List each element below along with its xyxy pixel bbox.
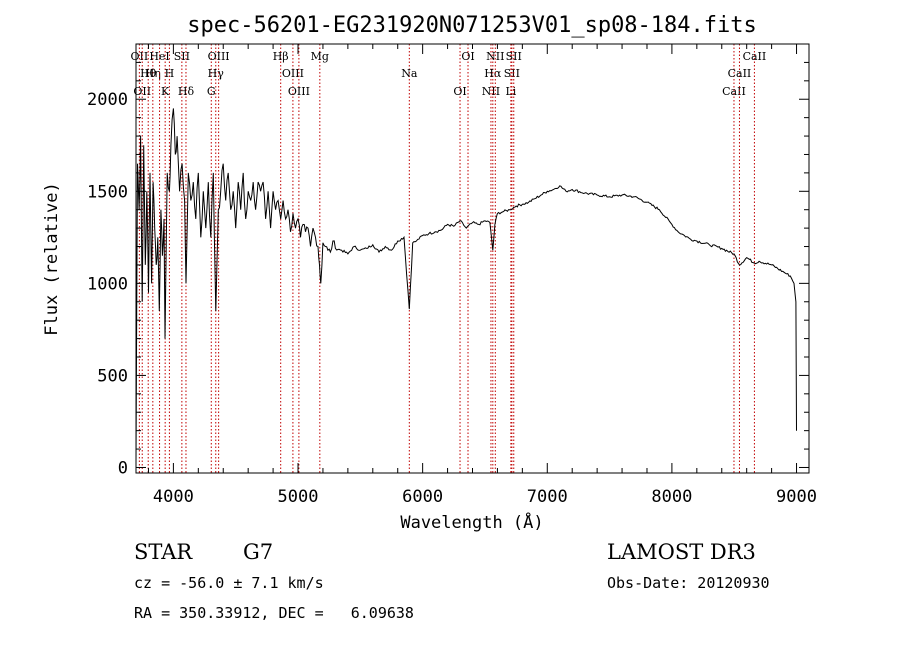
spectral-line-label: Li — [505, 85, 516, 98]
spectral-line-label: OIII — [282, 67, 304, 80]
object-class: STAR — [134, 540, 193, 564]
spectral-line-label: OIII — [288, 85, 310, 98]
x-axis-label: Wavelength (Å) — [400, 511, 543, 533]
spectral-line-label: Hδ — [178, 85, 195, 98]
spectral-line-label: SII — [174, 50, 190, 63]
plot-frame — [135, 43, 810, 474]
spectral-line-label: OII — [131, 50, 149, 63]
redshift-readout: cz = -56.0 ± 7.1 km/s — [134, 574, 324, 592]
spectral-line-label: SII — [504, 67, 520, 80]
x-tick-label: 9000 — [776, 487, 817, 507]
spectral-line-label: H — [165, 67, 175, 80]
x-tick-label: 8000 — [651, 487, 692, 507]
y-tick-label: 0 — [118, 458, 128, 478]
spectral-line-label: OII — [133, 85, 151, 98]
y-tick-label: 2000 — [87, 90, 128, 110]
x-tick-label: 6000 — [402, 487, 443, 507]
spectral-line-label: OIII — [208, 50, 230, 63]
spectrum-line — [135, 108, 797, 464]
spectral-line-label: OI — [461, 50, 474, 63]
spectral-line-label: CaII — [728, 67, 752, 80]
x-tick-label: 5000 — [278, 487, 319, 507]
observation-date: Obs-Date: 20120930 — [607, 574, 770, 592]
y-tick-label: 500 — [97, 366, 128, 386]
y-tick-label: 1000 — [87, 274, 128, 294]
chart-title: spec-56201-EG231920N071253V01_sp08-184.f… — [187, 13, 757, 38]
spectral-line-label: Hα — [484, 67, 502, 80]
spectral-line-label: OI — [453, 85, 466, 98]
survey-name: LAMOST DR3 — [607, 540, 756, 564]
x-axis: 4000 5000 6000 7000 8000 9000 — [147, 44, 817, 507]
spectral-line-label: CaII — [743, 50, 767, 63]
spectral-line-label: K — [161, 85, 170, 98]
object-subclass: G7 — [243, 540, 274, 564]
spectral-line-label: G — [207, 85, 216, 98]
spectral-line-label: NII — [482, 85, 500, 98]
coordinates-readout: RA = 350.33912, DEC = 6.09638 — [134, 604, 414, 622]
spectral-line-label: Mg — [311, 50, 329, 63]
spectral-line-label: HeI — [149, 50, 169, 63]
x-tick-label: 4000 — [153, 487, 194, 507]
spectral-line-label: Hη — [145, 67, 161, 80]
spectrum-layer — [135, 108, 797, 464]
x-tick-label: 7000 — [527, 487, 568, 507]
y-axis-label: Flux (relative) — [42, 182, 62, 336]
spectral-line-label: NII — [486, 50, 504, 63]
spectral-line-label: Hβ — [273, 50, 289, 63]
spectral-line-label: Na — [401, 67, 418, 80]
y-axis: 0 500 1000 1500 2000 — [87, 43, 809, 478]
spectral-line-label: CaII — [722, 85, 746, 98]
spectral-line-label: Hγ — [208, 67, 225, 80]
y-tick-label: 1500 — [87, 182, 128, 202]
spectral-line-label: SII — [506, 50, 522, 63]
